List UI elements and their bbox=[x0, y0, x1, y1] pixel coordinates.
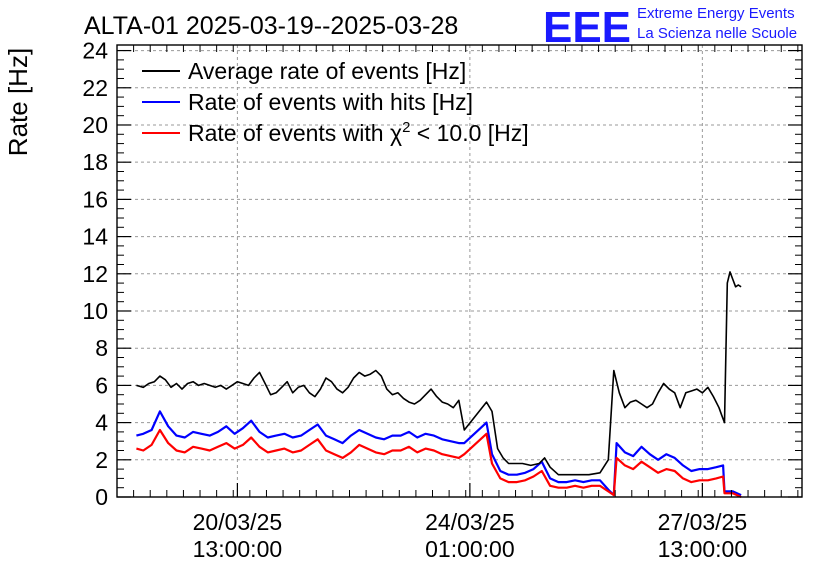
y-tick-label: 10 bbox=[82, 298, 108, 324]
y-tick-label: 14 bbox=[82, 224, 108, 250]
legend-label: Rate of events with χ2 < 10.0 [Hz] bbox=[188, 119, 529, 146]
y-tick-label: 8 bbox=[95, 335, 108, 361]
y-tick-label: 4 bbox=[95, 410, 108, 436]
x-tick-label-time: 13:00:00 bbox=[658, 536, 748, 562]
y-axis-label: Rate [Hz] bbox=[3, 48, 33, 156]
x-tick-label-time: 13:00:00 bbox=[193, 536, 283, 562]
axes bbox=[116, 44, 803, 498]
series-layer bbox=[136, 271, 742, 499]
legend-label: Average rate of events [Hz] bbox=[188, 58, 466, 84]
y-tick-label: 0 bbox=[95, 484, 108, 510]
y-tick-label: 16 bbox=[82, 186, 108, 212]
x-tick-label-time: 01:00:00 bbox=[425, 536, 515, 562]
series-line bbox=[136, 271, 742, 476]
y-tick-label: 20 bbox=[82, 112, 108, 138]
y-tick-label: 24 bbox=[82, 38, 108, 64]
x-tick-label-date: 27/03/25 bbox=[658, 509, 748, 535]
eee-logo-mark: EEE bbox=[543, 3, 631, 52]
chart-title: ALTA-01 2025-03-19--2025-03-28 bbox=[84, 12, 458, 40]
legend: Average rate of events [Hz] Rate of event… bbox=[142, 58, 529, 146]
legend-label: Rate of events with hits [Hz] bbox=[188, 89, 473, 115]
y-tick-label: 6 bbox=[95, 372, 108, 398]
y-tick-label: 18 bbox=[82, 149, 108, 175]
y-tick-label: 22 bbox=[82, 75, 108, 101]
series-line bbox=[136, 410, 742, 497]
eee-logo: EEE Extreme Energy Events La Scienza nel… bbox=[543, 3, 797, 52]
y-tick-label: 2 bbox=[95, 447, 108, 473]
y-tick-label: 12 bbox=[82, 261, 108, 287]
grid-lines bbox=[117, 45, 802, 497]
x-tick-labels: 20/03/2513:00:0024/03/2501:00:0027/03/25… bbox=[193, 509, 748, 562]
eee-logo-line2: La Scienza nelle Scuole bbox=[637, 25, 797, 42]
series-line bbox=[136, 428, 742, 499]
x-tick-label-date: 24/03/25 bbox=[425, 509, 515, 535]
eee-logo-line1: Extreme Energy Events bbox=[637, 5, 795, 22]
x-tick-label-date: 20/03/25 bbox=[193, 509, 283, 535]
plot-frame bbox=[116, 44, 803, 498]
